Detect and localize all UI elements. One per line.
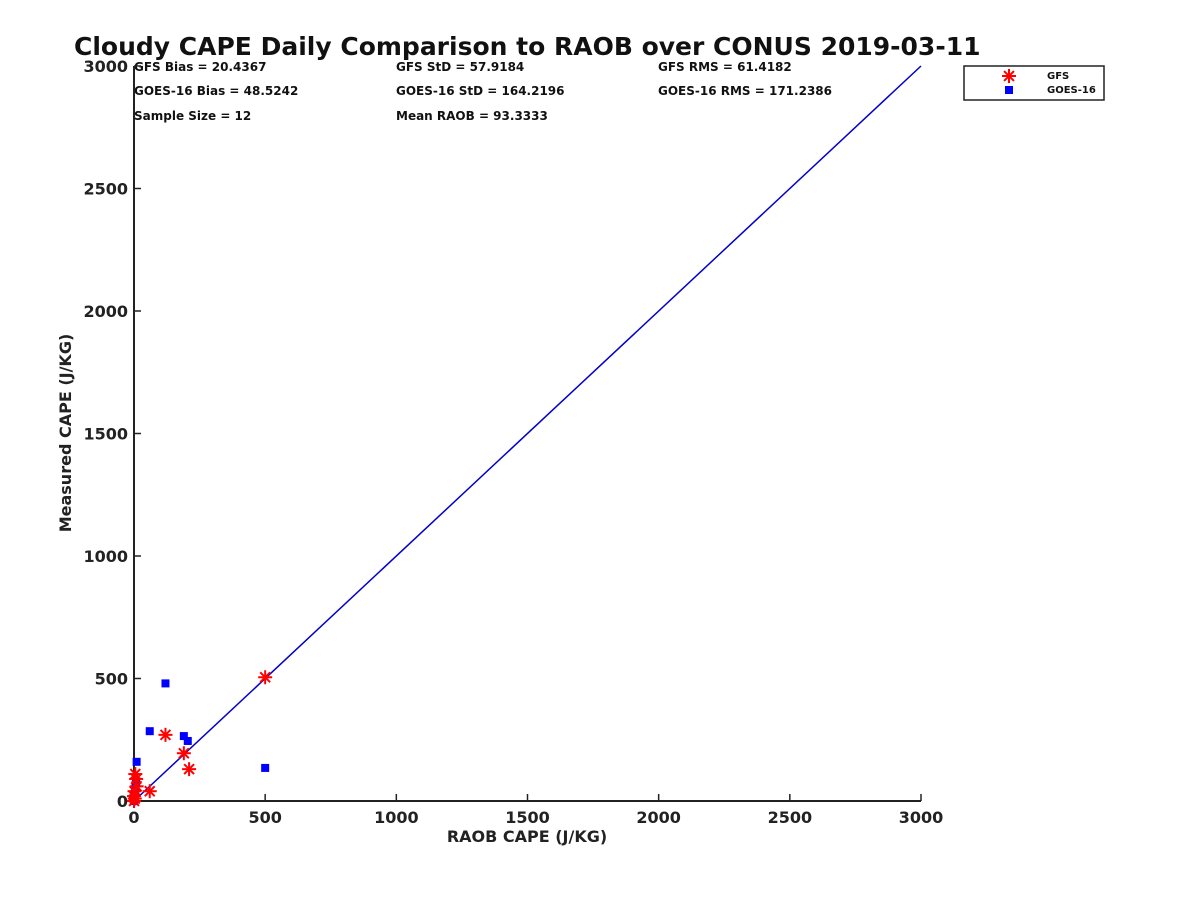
legend-goes16-square bbox=[1005, 86, 1013, 94]
stat-goes-rms: GOES-16 RMS = 171.2386 bbox=[658, 84, 832, 98]
legend-gfs-label: GFS bbox=[1047, 71, 1069, 82]
gfs-point bbox=[258, 670, 273, 685]
goes16-point bbox=[161, 679, 170, 688]
stat-goes-std: GOES-16 StD = 164.2196 bbox=[396, 84, 565, 98]
goes16-point bbox=[179, 732, 188, 741]
legend-box bbox=[963, 65, 1105, 101]
x-tick-label: 0 bbox=[128, 808, 139, 827]
stats-block: GFS Bias = 20.4367 GFS StD = 57.9184 GFS… bbox=[134, 60, 832, 123]
gfs-point bbox=[127, 791, 142, 806]
y-ticks: 0 500 1000 1500 2000 2500 3000 bbox=[83, 57, 141, 811]
legend-gfs-marker bbox=[1002, 69, 1016, 83]
goes16-point bbox=[132, 757, 141, 766]
x-tick-label: 3000 bbox=[899, 808, 944, 827]
y-axis-label: Measured CAPE (J/KG) bbox=[56, 334, 75, 533]
gfs-point bbox=[158, 727, 173, 742]
legend-gfs-asterisk bbox=[1002, 69, 1016, 83]
data-marks bbox=[127, 670, 273, 808]
gfs-point bbox=[142, 784, 157, 799]
reference-line-group bbox=[133, 65, 922, 802]
y-tick-label: 3000 bbox=[83, 57, 128, 76]
x-tick-label: 2500 bbox=[768, 808, 813, 827]
x-ticks: 0 500 1000 1500 2000 2500 3000 bbox=[128, 794, 943, 827]
goes16-point bbox=[145, 727, 154, 736]
x-tick-label: 1500 bbox=[505, 808, 550, 827]
x-tick-label: 1000 bbox=[374, 808, 419, 827]
stat-sample-size: Sample Size = 12 bbox=[134, 109, 251, 123]
one-to-one-line bbox=[133, 65, 922, 802]
stat-gfs-rms: GFS RMS = 61.4182 bbox=[658, 60, 792, 74]
goes16-point bbox=[261, 763, 270, 772]
stat-goes-bias: GOES-16 Bias = 48.5242 bbox=[134, 84, 298, 98]
x-tick-label: 2000 bbox=[636, 808, 681, 827]
gfs-point bbox=[182, 762, 197, 777]
y-tick-label: 1500 bbox=[83, 425, 128, 444]
stat-gfs-std: GFS StD = 57.9184 bbox=[396, 60, 524, 74]
y-tick-label: 0 bbox=[117, 792, 128, 811]
y-tick-label: 500 bbox=[95, 670, 128, 689]
y-tick-label: 2000 bbox=[83, 302, 128, 321]
goes16-point bbox=[183, 736, 192, 745]
gfs-point bbox=[129, 779, 144, 794]
legend: GFS GOES-16 bbox=[963, 65, 1105, 101]
y-tick-label: 1000 bbox=[83, 547, 128, 566]
y-tick-label: 2500 bbox=[83, 180, 128, 199]
x-tick-label: 500 bbox=[248, 808, 281, 827]
gfs-point bbox=[176, 746, 191, 761]
chart-title: Cloudy CAPE Daily Comparison to RAOB ove… bbox=[74, 32, 980, 61]
legend-goes16-label: GOES-16 bbox=[1047, 85, 1096, 96]
stat-mean-raob: Mean RAOB = 93.3333 bbox=[396, 109, 548, 123]
stat-gfs-bias: GFS Bias = 20.4367 bbox=[134, 60, 266, 74]
legend-goes16-marker bbox=[1005, 86, 1013, 94]
x-axis-label: RAOB CAPE (J/KG) bbox=[447, 827, 607, 846]
